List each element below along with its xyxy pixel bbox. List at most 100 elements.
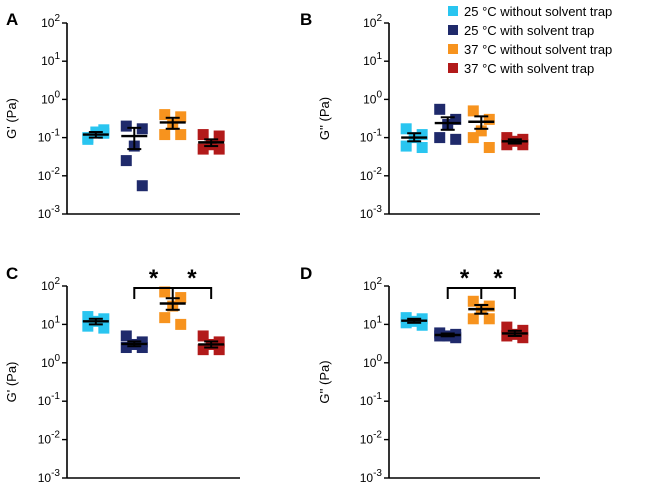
y-axis-label: G' (Pa) <box>4 98 19 139</box>
data-point <box>450 113 462 125</box>
data-point <box>467 105 479 117</box>
data-point <box>416 142 428 154</box>
data-point <box>434 103 446 115</box>
data-point <box>120 120 132 132</box>
y-tick-label: 10-2 <box>360 430 383 447</box>
y-tick-label: 10-2 <box>38 430 61 447</box>
y-tick-label: 101 <box>363 51 382 68</box>
panel-C: C 102 101 100 10-1 10-2 10-3 G' (Pa) * * <box>4 264 240 485</box>
data-point <box>213 130 225 142</box>
data-point <box>82 311 94 323</box>
group-4 <box>197 129 225 155</box>
data-point <box>483 300 495 312</box>
y-tick-label: 10-3 <box>38 204 61 221</box>
data-point <box>159 312 171 324</box>
y-tick-label: 10-2 <box>360 166 383 183</box>
y-tick-label: 101 <box>41 314 60 331</box>
panel-B: B 102 101 100 10-1 10-2 10-3 G'' (Pa) <box>300 10 540 221</box>
group-3 <box>159 286 187 330</box>
data-point <box>450 133 462 145</box>
panel-A: A 102 101 100 10-1 10-2 10-3 G' (Pa) <box>4 10 240 221</box>
y-tick-label: 101 <box>363 314 382 331</box>
data-point <box>197 143 209 155</box>
legend: 25 °C without solvent trap 25 °C with sol… <box>448 4 612 76</box>
panel-letter: A <box>6 10 18 29</box>
legend-swatch <box>448 25 458 35</box>
y-tick-label: 102 <box>363 276 382 293</box>
data-point <box>467 295 479 307</box>
legend-label: 37 °C without solvent trap <box>464 42 612 57</box>
data-point <box>483 113 495 125</box>
group-4 <box>501 132 529 151</box>
y-tick-label: 100 <box>363 353 382 370</box>
panel-letter: D <box>300 264 312 283</box>
legend-swatch <box>448 63 458 73</box>
data-point <box>136 123 148 135</box>
data-point <box>98 313 110 325</box>
data-point <box>136 336 148 348</box>
data-point <box>159 286 171 298</box>
data-point <box>82 133 94 145</box>
group-3 <box>467 105 495 154</box>
y-tick-label: 10-3 <box>360 468 383 485</box>
data-point <box>467 313 479 325</box>
y-tick-label: 102 <box>363 13 382 30</box>
significance-star: * <box>493 265 503 292</box>
data-point <box>416 129 428 141</box>
y-tick-label: 10-3 <box>38 468 61 485</box>
y-tick-label: 10-1 <box>360 391 383 408</box>
data-point <box>400 123 412 135</box>
group-2 <box>434 103 462 145</box>
group-4 <box>501 321 529 344</box>
significance-bracket: * * <box>133 265 213 299</box>
data-point <box>416 313 428 325</box>
data-point <box>517 139 529 151</box>
data-point <box>213 143 225 155</box>
data-point <box>98 124 110 136</box>
data-point <box>400 140 412 152</box>
data-point <box>175 318 187 330</box>
group-2 <box>120 120 148 192</box>
data-point <box>501 330 513 342</box>
legend-label: 25 °C with solvent trap <box>464 23 594 38</box>
data-point <box>136 342 148 354</box>
data-point <box>82 320 94 332</box>
data-point <box>501 139 513 151</box>
data-point <box>517 332 529 344</box>
data-point <box>175 292 187 304</box>
data-point <box>120 342 132 354</box>
y-tick-label: 100 <box>41 353 60 370</box>
data-point <box>136 180 148 192</box>
data-point <box>501 132 513 144</box>
data-point <box>159 109 171 121</box>
group-1 <box>82 311 110 334</box>
data-point <box>175 111 187 123</box>
data-point <box>475 125 487 137</box>
panel-letter: B <box>300 10 312 29</box>
significance-star: * <box>460 265 470 292</box>
significance-star: * <box>187 265 197 292</box>
y-tick-label: 102 <box>41 276 60 293</box>
data-point <box>197 344 209 356</box>
legend-swatch <box>448 6 458 16</box>
data-point <box>120 155 132 167</box>
panel-letter: C <box>6 264 18 283</box>
legend-swatch <box>448 44 458 54</box>
y-tick-label: 101 <box>41 51 60 68</box>
data-point <box>434 132 446 144</box>
y-axis-label: G' (Pa) <box>4 362 19 403</box>
data-point <box>483 313 495 325</box>
group-2 <box>434 327 462 344</box>
group-1 <box>400 312 428 331</box>
y-tick-label: 10-1 <box>38 391 61 408</box>
y-tick-label: 10-1 <box>360 128 383 145</box>
group-1 <box>400 123 428 154</box>
data-point <box>416 319 428 331</box>
data-point <box>175 129 187 141</box>
data-point <box>450 332 462 344</box>
group-3 <box>159 109 187 141</box>
data-point <box>213 336 225 348</box>
group-1 <box>82 124 110 145</box>
y-tick-label: 102 <box>41 13 60 30</box>
